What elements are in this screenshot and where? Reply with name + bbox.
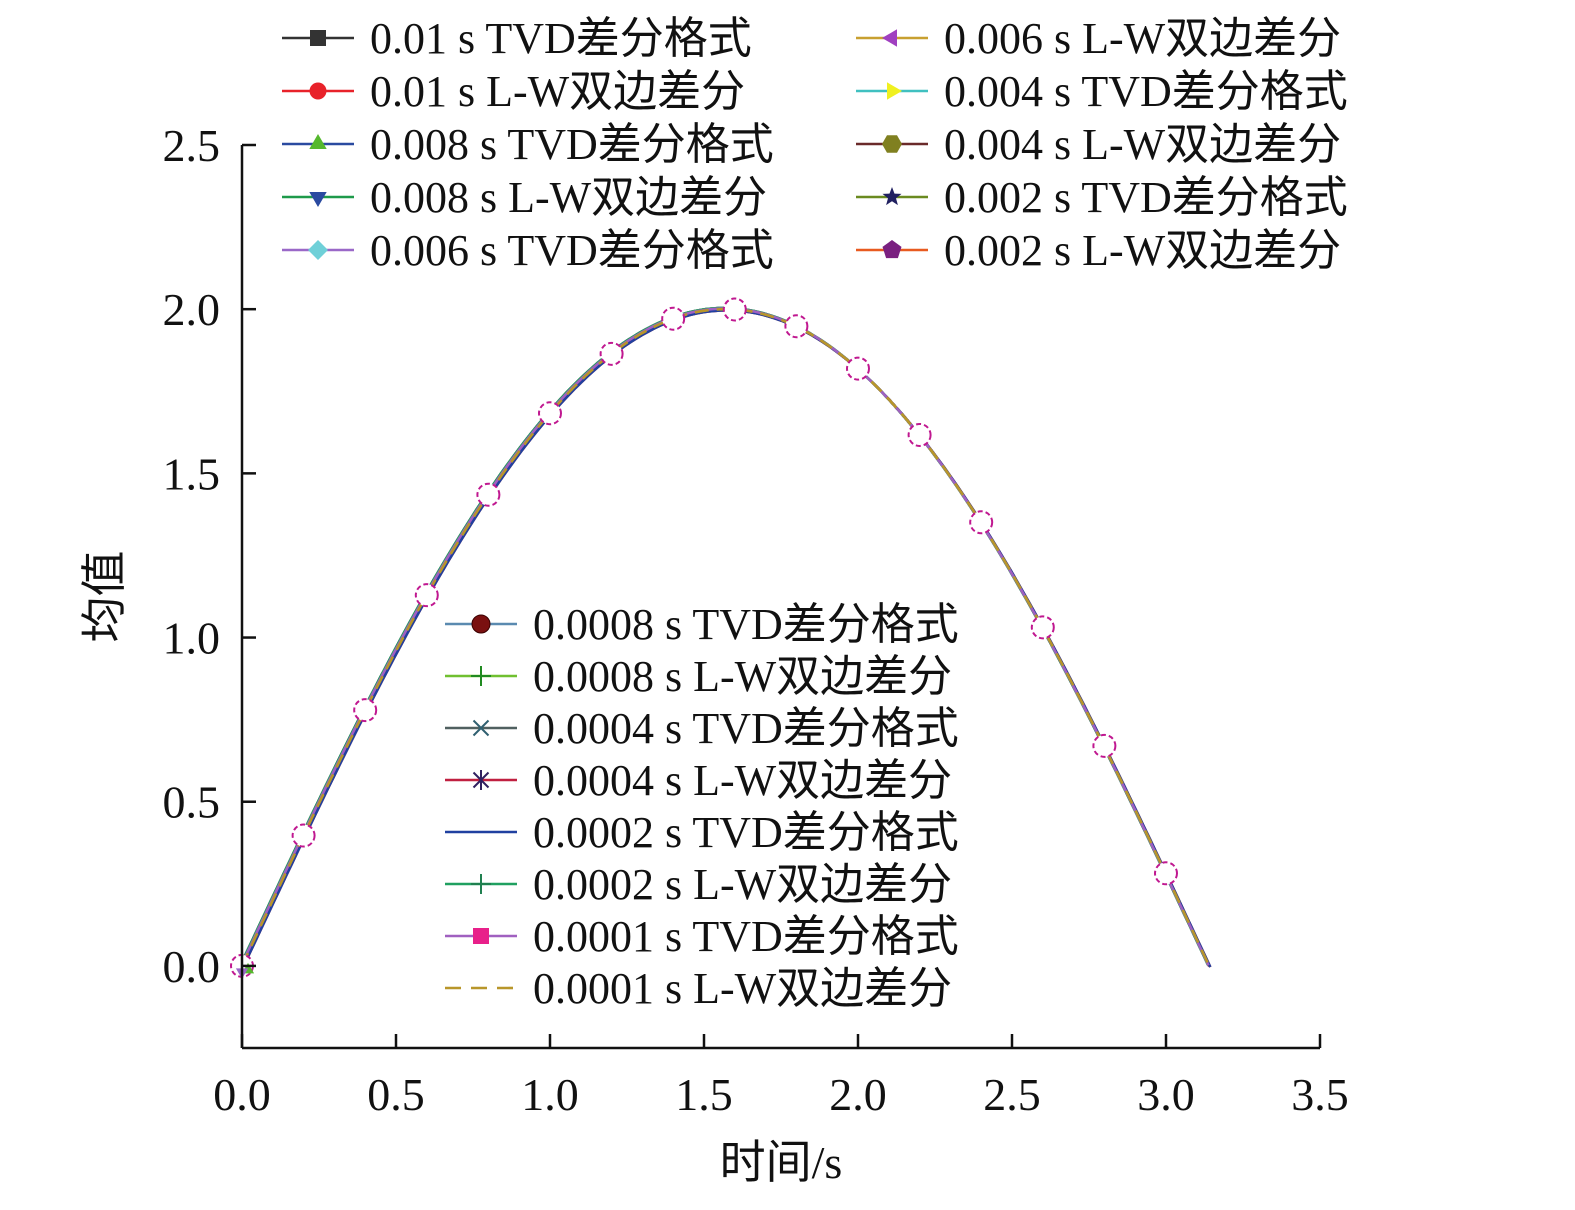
- x-tick-label: 2.5: [983, 1069, 1041, 1120]
- legend-label: 0.004 s TVD差分格式: [944, 67, 1348, 116]
- legend-item: 0.004 s TVD差分格式: [856, 67, 1348, 116]
- data-point-fill: [664, 310, 682, 328]
- data-point-fill: [356, 701, 374, 719]
- legend-item: 0.002 s TVD差分格式: [856, 173, 1348, 222]
- x-tick-label: 0.5: [367, 1069, 425, 1120]
- y-axis-title: 均值: [79, 551, 130, 643]
- data-point-fill: [603, 345, 621, 363]
- legend-item: 0.008 s TVD差分格式: [282, 120, 774, 169]
- legend-item: 0.0002 s L-W双边差分: [445, 860, 952, 909]
- marker: [882, 135, 902, 153]
- data-point-fill: [1034, 618, 1052, 636]
- data-point-fill: [849, 360, 867, 378]
- y-tick-label: 0.0: [163, 941, 221, 992]
- x-tick-label: 1.0: [521, 1069, 579, 1120]
- legend-item: 0.01 s TVD差分格式: [282, 14, 752, 63]
- data-point-fill: [911, 426, 929, 444]
- legend-label: 0.008 s TVD差分格式: [370, 120, 774, 169]
- x-tick-label: 1.5: [675, 1069, 733, 1120]
- legend-label: 0.01 s TVD差分格式: [370, 14, 752, 63]
- data-point-fill: [787, 317, 805, 335]
- legend-item: 0.0004 s L-W双边差分: [445, 756, 952, 805]
- marker: [887, 82, 902, 100]
- x-tick-label: 0.0: [213, 1069, 271, 1120]
- legend-label: 0.0008 s TVD差分格式: [533, 600, 959, 649]
- y-tick-label: 2.0: [163, 284, 221, 335]
- legend-item: 0.0001 s L-W双边差分: [445, 964, 952, 1013]
- series-markers: [230, 297, 1178, 979]
- marker: [310, 30, 326, 46]
- x-tick-label: 3.0: [1137, 1069, 1195, 1120]
- legend-item: 0.006 s L-W双边差分: [856, 14, 1341, 63]
- x-axis-title: 时间/s: [720, 1137, 843, 1188]
- legend-item: 0.008 s L-W双边差分: [282, 173, 767, 222]
- data-point-fill: [418, 586, 436, 604]
- legend-label: 0.0004 s TVD差分格式: [533, 704, 959, 753]
- marker: [308, 240, 328, 260]
- data-point-fill: [479, 486, 497, 504]
- marker: [472, 770, 490, 790]
- marker: [882, 240, 902, 259]
- legend-label: 0.0002 s TVD差分格式: [533, 808, 959, 857]
- data-point-fill: [295, 827, 313, 845]
- legend-label: 0.0001 s TVD差分格式: [533, 912, 959, 961]
- legend-item: 0.0001 s TVD差分格式: [445, 912, 959, 961]
- legend-item: 0.0008 s L-W双边差分: [445, 652, 952, 701]
- data-point-fill: [1095, 737, 1113, 755]
- marker: [471, 874, 491, 894]
- marker: [473, 928, 489, 944]
- legend-label: 0.0004 s L-W双边差分: [533, 756, 952, 805]
- legend-label: 0.002 s TVD差分格式: [944, 173, 1348, 222]
- y-tick-label: 1.5: [163, 448, 221, 499]
- data-point-fill: [541, 404, 559, 422]
- marker: [471, 666, 491, 686]
- legend-label: 0.0008 s L-W双边差分: [533, 652, 952, 701]
- marker: [471, 614, 491, 634]
- legend-item: 0.0004 s TVD差分格式: [445, 704, 959, 753]
- legend-item: 0.002 s L-W双边差分: [856, 226, 1341, 275]
- legend-label: 0.0002 s L-W双边差分: [533, 860, 952, 909]
- data-point-fill: [726, 301, 744, 319]
- marker: [309, 192, 327, 207]
- marker: [472, 719, 490, 737]
- legend-label: 0.0001 s L-W双边差分: [533, 964, 952, 1013]
- legend-item: 0.0008 s TVD差分格式: [445, 600, 959, 649]
- legend-label: 0.008 s L-W双边差分: [370, 173, 767, 222]
- marker: [882, 187, 902, 206]
- data-point-fill: [972, 513, 990, 531]
- legend-label: 0.002 s L-W双边差分: [944, 226, 1341, 275]
- legend-label: 0.01 s L-W双边差分: [370, 67, 745, 116]
- legend-label: 0.004 s L-W双边差分: [944, 120, 1341, 169]
- axes: 0.0 0.5 1.0 1.5 2.0 2.5 3.0 3.5 0.0 0.5 1.0 1.5 2.0 2…: [79, 120, 1349, 1188]
- marker: [309, 82, 327, 100]
- x-tick-label: 3.5: [1291, 1069, 1349, 1120]
- y-tick-label: 2.5: [163, 120, 221, 171]
- marker: [309, 134, 327, 149]
- marker: [882, 29, 897, 47]
- y-tick-label: 0.5: [163, 777, 221, 828]
- legend-label: 0.006 s TVD差分格式: [370, 226, 774, 275]
- legend-label: 0.006 s L-W双边差分: [944, 14, 1341, 63]
- legend-item: 0.006 s TVD差分格式: [282, 226, 774, 275]
- legend-item: 0.004 s L-W双边差分: [856, 120, 1341, 169]
- legend-item: 0.01 s L-W双边差分: [282, 67, 745, 116]
- x-tick-label: 2.0: [829, 1069, 887, 1120]
- data-point-fill: [1157, 864, 1175, 882]
- y-tick-label: 1.0: [163, 613, 221, 664]
- legend-item: 0.0002 s TVD差分格式: [445, 808, 959, 857]
